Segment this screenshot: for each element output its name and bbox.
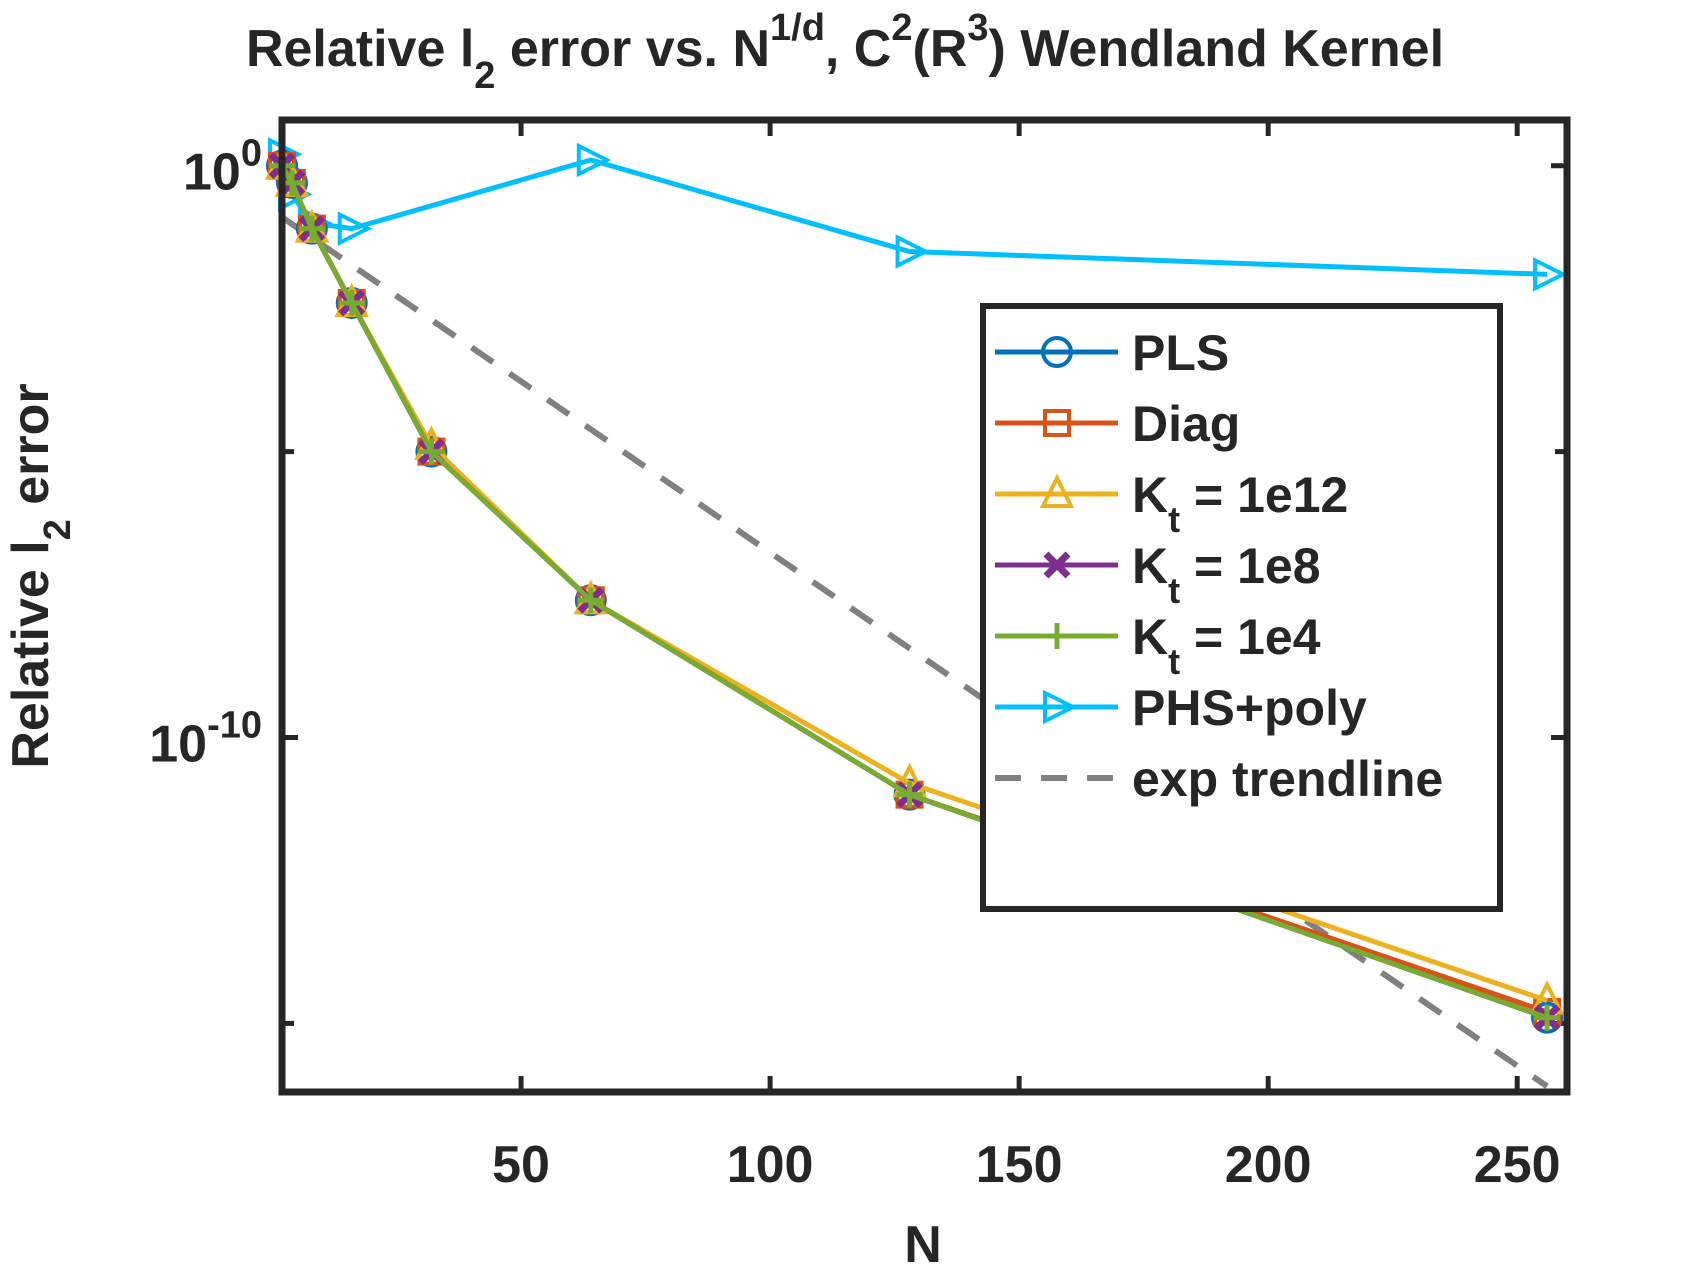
legend-item-Kt8: Kt = 1e8 [995, 538, 1321, 611]
title-part5: ) Wendland Kernel [989, 20, 1445, 78]
title-sup1: 1/d [770, 7, 825, 49]
y-tick-label: 10-10 [149, 705, 262, 774]
legend-item-Diag: Diag [995, 396, 1240, 452]
legend-label: Diag [1132, 396, 1240, 452]
legend-item-PHS: PHS+poly [995, 680, 1367, 736]
legend-marker [1043, 409, 1071, 437]
ticks-layer: 50 100 150 200 250 100 10-10 [149, 120, 1567, 1194]
PHS-point [337, 211, 373, 246]
legend-marker [1039, 473, 1075, 508]
x-tick-label: 200 [1225, 1136, 1312, 1194]
PHS-point [576, 142, 612, 178]
legend-marker [1044, 623, 1070, 649]
y-axis-label: Relative l2 error [2, 383, 79, 768]
Kt4-line [279, 164, 1548, 1021]
Kt4-point [896, 781, 923, 808]
PHS-point [1533, 257, 1568, 292]
title-sub1: 2 [474, 55, 495, 97]
x-tick-label: 100 [727, 1136, 814, 1194]
legend-label: Kt = 1e8 [1132, 538, 1321, 611]
legend-item-trend: exp trendline [995, 751, 1443, 807]
title-part1: Relative l [246, 20, 474, 78]
Kt4-point [418, 438, 445, 465]
legend-item-Kt12: Kt = 1e12 [995, 467, 1348, 540]
Kt4-point [577, 587, 604, 614]
PHS-point [895, 234, 931, 269]
x-axis-label: N [904, 1216, 942, 1270]
legend-item-PLS: PLS [995, 325, 1229, 381]
y-tick-label: 100 [183, 133, 262, 202]
chart-title: Relative l2 error vs. N1/d, C2(R3) Wendl… [246, 7, 1444, 97]
x-tick-label: 250 [1474, 1136, 1561, 1194]
legend-label: Kt = 1e12 [1132, 467, 1348, 540]
title-sup2: 2 [891, 7, 912, 49]
axes-box [278, 116, 1571, 1096]
Kt4-point [338, 289, 365, 316]
legend-label: PLS [1132, 325, 1229, 381]
legend-label: PHS+poly [1132, 680, 1367, 736]
legend-label: exp trendline [1132, 751, 1443, 807]
legend-marker [1043, 689, 1078, 725]
Kt4-point [298, 215, 325, 242]
legend-marker [1043, 551, 1071, 579]
trend-line [282, 214, 1549, 1089]
title-part3: , C [825, 20, 891, 78]
Kt4-point [1534, 1004, 1561, 1031]
series-trend [282, 214, 1549, 1089]
ylabel-sub: 2 [37, 519, 79, 540]
title-part4: (R [913, 20, 968, 78]
series-PHS [268, 137, 1568, 292]
legend-label: Kt = 1e4 [1132, 609, 1321, 682]
legend-marker [1041, 336, 1073, 368]
title-sup3: 3 [967, 7, 988, 49]
x-tick-label: 50 [492, 1136, 550, 1194]
x-tick-label: 150 [976, 1136, 1063, 1194]
series-layer [264, 137, 1568, 1089]
legend-item-Kt4: Kt = 1e4 [995, 609, 1321, 682]
ylabel-part1: Relative l [2, 540, 60, 768]
ylabel-part2: error [2, 383, 60, 519]
legend-box [980, 303, 1503, 912]
title-part2: error vs. N [495, 20, 770, 78]
